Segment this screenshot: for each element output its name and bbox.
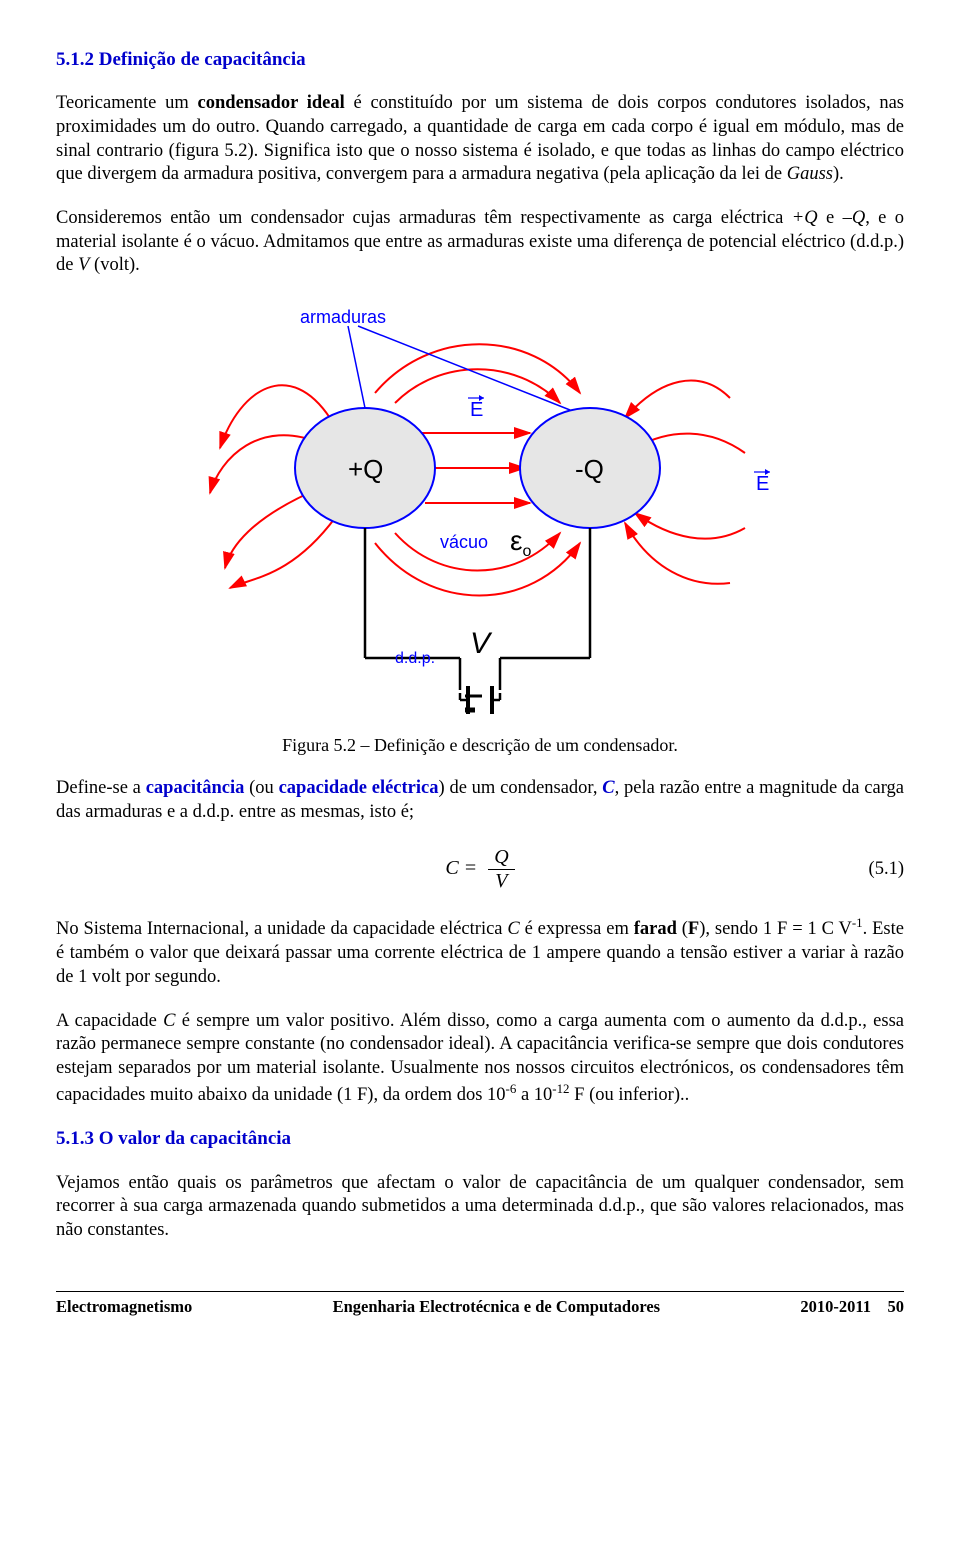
p5-e: a 10 xyxy=(516,1085,552,1105)
capacitor-diagram-svg: +Q -Q armaduras E E vácuo εo xyxy=(170,298,790,728)
p3-e: ) de um condensador, xyxy=(439,778,603,798)
p4-farad: farad xyxy=(634,920,677,940)
page-footer: Electromagnetismo Engenharia Electrotécn… xyxy=(56,1296,904,1317)
p5-c-sym: C xyxy=(163,1011,175,1031)
p4-c: é expressa em xyxy=(520,920,634,940)
p1-italic-gauss: Gauss xyxy=(787,164,833,184)
footer-center: Engenharia Electrotécnica e de Computado… xyxy=(333,1296,661,1317)
p2-text-c: e xyxy=(818,208,843,228)
label-e-center: E xyxy=(470,399,483,421)
p3-c-sym: C xyxy=(602,778,614,798)
paragraph-3: Define-se a capacitância (ou capacidade … xyxy=(56,777,904,824)
eq-lhs: C = xyxy=(445,857,482,879)
p4-c-sym: C xyxy=(507,920,519,940)
paragraph-2: Consideremos então um condensador cujas … xyxy=(56,207,904,278)
p3-a: Define-se a xyxy=(56,778,146,798)
p3-capacitancia: capacitância xyxy=(146,778,245,798)
p5-sup1: -6 xyxy=(506,1081,517,1096)
p4-f-sym: F xyxy=(688,920,699,940)
eq-number: (5.1) xyxy=(844,858,904,882)
p1-text-e: ). xyxy=(833,164,844,184)
eq-numerator: Q xyxy=(488,846,514,870)
label-armaduras: armaduras xyxy=(300,307,386,327)
p1-bold-condensador: condensador ideal xyxy=(198,93,345,113)
p2-minusq: –Q xyxy=(843,208,866,228)
p4-e: ( xyxy=(677,920,688,940)
section-heading-5-1-2: 5.1.2 Definição de capacitância xyxy=(56,48,904,72)
equation-5-1: C = QV (5.1) xyxy=(56,846,904,893)
p1-text-a: Teoricamente um xyxy=(56,93,198,113)
p2-text-a: Consideremos então um condensador cujas … xyxy=(56,208,792,228)
p4-g: ), sendo 1 F = 1 C V xyxy=(699,920,852,940)
footer-page: 50 xyxy=(888,1297,905,1316)
paragraph-4: No Sistema Internacional, a unidade da c… xyxy=(56,915,904,989)
label-plus-q: +Q xyxy=(348,454,383,484)
p5-g: F (ou inferior).. xyxy=(570,1085,690,1105)
section-heading-5-1-3: 5.1.3 O valor da capacitância xyxy=(56,1127,904,1151)
figure-caption-5-2: Figura 5.2 – Definição e descrição de um… xyxy=(56,734,904,757)
p4-sup: -1 xyxy=(852,915,863,930)
p2-plusq: +Q xyxy=(792,208,818,228)
paragraph-6: Vejamos então quais os parâmetros que af… xyxy=(56,1172,904,1243)
label-v: V xyxy=(470,627,493,660)
footer-right: 2010-2011 50 xyxy=(800,1296,904,1317)
p5-c: é sempre um valor positivo. Além disso, … xyxy=(56,1011,904,1105)
label-e-right: E xyxy=(756,473,769,495)
label-epsilon: εo xyxy=(510,525,531,560)
footer-rule xyxy=(56,1291,904,1292)
p2-text-g: (volt). xyxy=(89,255,139,275)
figure-5-2: +Q -Q armaduras E E vácuo εo xyxy=(56,298,904,728)
p5-sup2: -12 xyxy=(552,1081,569,1096)
eq-fraction: QV xyxy=(488,846,514,893)
paragraph-1: Teoricamente um condensador ideal é cons… xyxy=(56,92,904,187)
eq-body: C = QV xyxy=(116,846,844,893)
label-vacuo: vácuo xyxy=(440,532,488,552)
footer-left: Electromagnetismo xyxy=(56,1296,192,1317)
p3-c: (ou xyxy=(244,778,278,798)
label-minus-q: -Q xyxy=(575,454,604,484)
eq-denominator: V xyxy=(488,870,514,893)
p2-v: V xyxy=(78,255,89,275)
p5-a: A capacidade xyxy=(56,1011,163,1031)
paragraph-5: A capacidade C é sempre um valor positiv… xyxy=(56,1010,904,1108)
footer-year: 2010-2011 xyxy=(800,1297,871,1316)
p4-a: No Sistema Internacional, a unidade da c… xyxy=(56,920,507,940)
p3-capacidade: capacidade eléctrica xyxy=(279,778,439,798)
label-ddp: d.d.p. xyxy=(395,650,435,667)
